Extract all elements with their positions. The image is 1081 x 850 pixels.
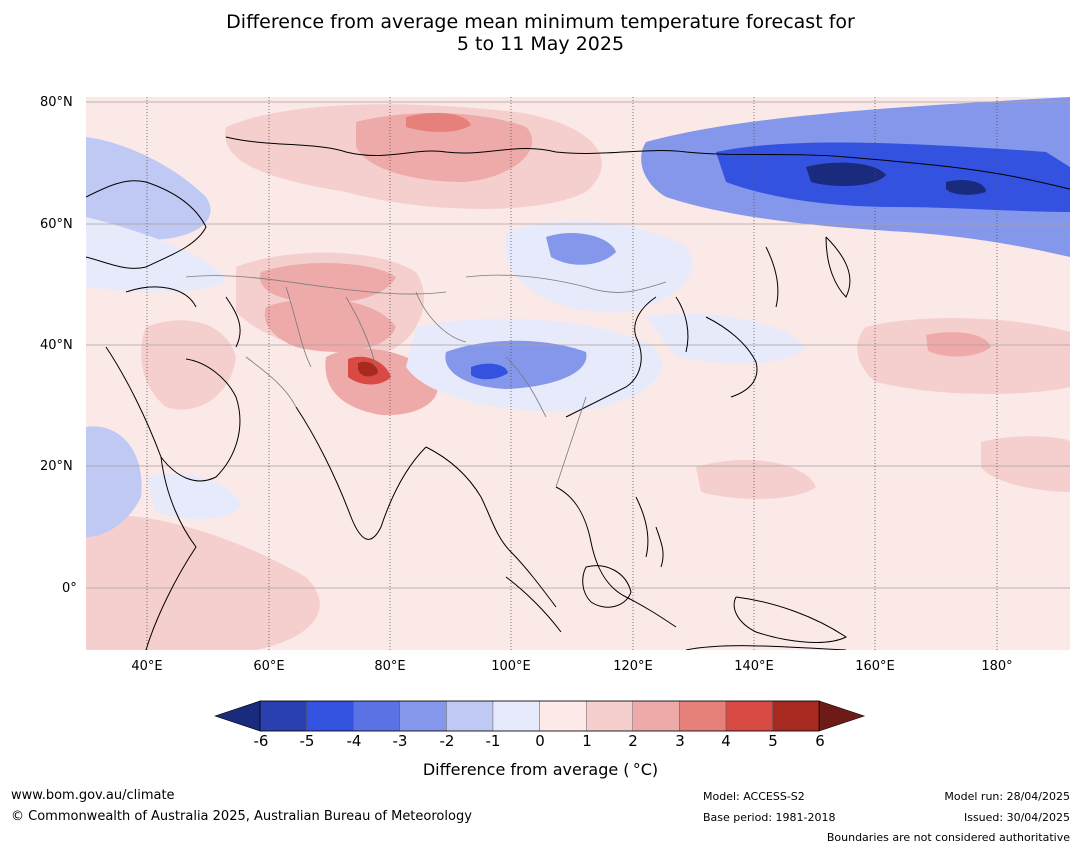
coast-east-africa xyxy=(145,456,197,650)
coast-sakhalin xyxy=(765,246,779,308)
coast-australia-north xyxy=(685,645,847,650)
cool-region-east-siberia-core2 xyxy=(946,180,986,195)
colorbar-segment xyxy=(399,700,447,732)
country-borders xyxy=(185,274,667,488)
lon-label-140e: 140°E xyxy=(734,659,774,674)
colorbar-tick-label: 3 xyxy=(675,732,685,750)
footer-model-run: Model run: 28/04/2025 xyxy=(944,790,1070,803)
colorbar-extend-low xyxy=(214,700,261,732)
footer-base-period: Base period: 1981-2018 xyxy=(703,811,836,824)
forecast-map xyxy=(86,97,1070,650)
cool-region-east-siberia-core xyxy=(806,162,886,187)
colorbar-frame xyxy=(259,700,820,732)
colorbar-tick-label: -3 xyxy=(392,732,408,750)
colorbar-segment xyxy=(446,700,494,732)
colorbar-tick-label: 0 xyxy=(535,732,545,750)
coast-black-caspian xyxy=(125,286,241,348)
coast-philippines xyxy=(635,496,664,568)
chart-title-line2: 5 to 11 May 2025 xyxy=(456,33,625,55)
coast-china xyxy=(565,296,657,418)
coast-new-guinea xyxy=(733,596,847,643)
lat-label-40n: 40°N xyxy=(40,338,73,353)
lon-label-60e: 60°E xyxy=(253,659,285,674)
colorbar-tick-label: 1 xyxy=(582,732,592,750)
lon-label-80e: 80°E xyxy=(374,659,406,674)
colorbar-tick-label: 2 xyxy=(628,732,638,750)
warm-region-west-pacific xyxy=(696,459,816,499)
warm-region-pacific-inner xyxy=(926,332,991,357)
lat-label-20n: 20°N xyxy=(40,459,73,474)
coast-korea xyxy=(675,296,689,353)
colorbar-tick-label: -1 xyxy=(485,732,501,750)
colorbar-segment xyxy=(586,700,634,732)
colorbar-tick-label: -6 xyxy=(253,732,269,750)
coast-india xyxy=(295,406,427,540)
warm-region-africa-south xyxy=(86,515,320,650)
colorbar-tick-label: -2 xyxy=(439,732,455,750)
colorbar-segment xyxy=(539,700,587,732)
warm-region-taymyr xyxy=(406,112,471,132)
footer-url: www.bom.gov.au/climate xyxy=(11,788,175,803)
lon-label-40e: 40°E xyxy=(131,659,163,674)
lat-label-60n: 60°N xyxy=(40,217,73,232)
coast-se-asia xyxy=(555,486,677,628)
meridians xyxy=(146,97,998,650)
warm-region-arabia xyxy=(141,320,236,410)
warm-region-tibet-core xyxy=(358,361,378,377)
warm-region-central-asia xyxy=(264,298,396,352)
lon-label-120e: 120°E xyxy=(613,659,653,674)
coast-arabia-red-sea xyxy=(105,346,241,482)
coast-sumatra xyxy=(505,576,562,633)
warm-region-kazakhstan-inner xyxy=(260,262,396,304)
footer-model: Model: ACCESS-S2 xyxy=(703,790,805,803)
cool-region-ethiopia xyxy=(146,473,241,519)
colorbar-segment xyxy=(492,700,540,732)
footer-copyright: © Commonwealth of Australia 2025, Austra… xyxy=(11,809,472,824)
cool-region-mongolia-inner xyxy=(546,232,616,265)
colorbar-extend-high xyxy=(818,700,866,732)
colorbar xyxy=(214,700,866,732)
warm-anomaly-regions xyxy=(86,104,1070,650)
colorbar-segment xyxy=(725,700,773,732)
coast-kamchatka xyxy=(825,236,851,298)
coast-bay-bengal xyxy=(425,446,557,608)
colorbar-segment xyxy=(632,700,680,732)
lat-label-80n: 80°N xyxy=(40,95,73,110)
warm-region-north-russia-inner xyxy=(356,112,533,182)
colorbar-tick-label: 6 xyxy=(815,732,825,750)
cool-anomaly-regions xyxy=(86,97,1070,537)
colorbar-segment xyxy=(679,700,727,732)
cool-region-east-siberia-mid xyxy=(716,142,1070,212)
warm-region-east-pacific xyxy=(981,436,1070,492)
coast-borneo xyxy=(582,565,632,608)
colorbar-segment xyxy=(772,700,820,732)
footer-disclaimer: Boundaries are not considered authoritat… xyxy=(826,831,1070,844)
chart-title-line1: Difference from average mean minimum tem… xyxy=(226,11,855,33)
colorbar-segment xyxy=(306,700,354,732)
lat-label-0: 0° xyxy=(62,581,77,596)
lon-label-180: 180° xyxy=(981,659,1013,674)
lon-label-160e: 160°E xyxy=(855,659,895,674)
colorbar-tick-label: -5 xyxy=(299,732,315,750)
coast-japan xyxy=(705,316,758,398)
cool-region-scandinavia-light xyxy=(86,217,226,292)
footer-issued: Issued: 30/04/2025 xyxy=(963,811,1070,824)
coast-north-asia xyxy=(225,136,1070,190)
coastlines xyxy=(86,136,1070,650)
colorbar-segment xyxy=(259,700,307,732)
colorbar-title: Difference from average ( °C) xyxy=(422,760,659,779)
colorbar-tick-label: 4 xyxy=(721,732,731,750)
colorbar-tick-label: 5 xyxy=(768,732,778,750)
colorbar-segment xyxy=(352,700,400,732)
coast-scandinavia xyxy=(86,180,207,269)
cool-region-africa-horn xyxy=(86,426,142,537)
cool-region-china-core xyxy=(471,363,508,380)
cool-region-scandinavia xyxy=(86,137,211,240)
graticule xyxy=(86,101,1070,589)
colorbar-tick-label: -4 xyxy=(346,732,362,750)
lon-label-100e: 100°E xyxy=(491,659,531,674)
